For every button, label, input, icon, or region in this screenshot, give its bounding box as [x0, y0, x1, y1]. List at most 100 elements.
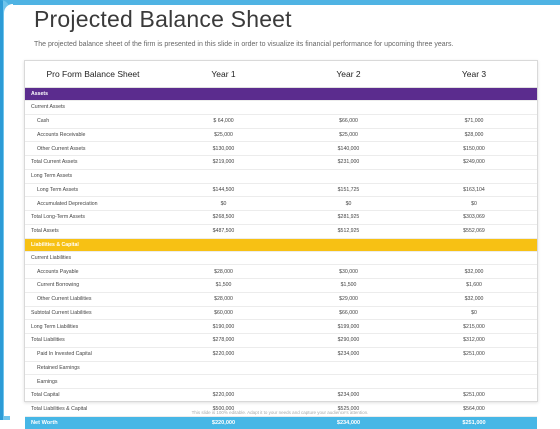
- page-title: Projected Balance Sheet: [34, 6, 292, 32]
- table-row: Retained Earnings: [25, 361, 537, 376]
- row-year-2-value: $290,000: [286, 333, 411, 348]
- row-label: Cash: [25, 114, 161, 129]
- top-accent-bar: [0, 0, 560, 5]
- table-header-row: Pro Form Balance Sheet Year 1 Year 2 Yea…: [25, 61, 537, 88]
- table-row: Paid In Invested Capital $220,000 $234,000…: [25, 347, 537, 362]
- row-label: Retained Earnings: [25, 361, 161, 376]
- row-year-1-value: $28,000: [161, 264, 286, 279]
- header-year-1: Year 1: [161, 61, 286, 88]
- row-label: Total Assets: [25, 224, 161, 239]
- row-year-1-value: $ 64,000: [161, 114, 286, 129]
- row-year-1-value: $60,000: [161, 306, 286, 321]
- table-row: Cash $ 64,000 $66,000 $71,000: [25, 114, 537, 129]
- row-year-2-value: $29,000: [286, 292, 411, 307]
- row-year-3-value: [411, 251, 537, 266]
- row-label: Current Assets: [25, 100, 161, 115]
- row-year-3-value: $564,000: [411, 402, 537, 417]
- row-label: Total Current Assets: [25, 155, 161, 170]
- row-year-2-value: $0: [286, 196, 411, 211]
- row-label: Other Current Liabilities: [25, 292, 161, 307]
- table-row: Total Assets $487,500 $512,925 $552,069: [25, 224, 537, 239]
- row-year-1-value: $1,500: [161, 278, 286, 293]
- liabilities-section-label: Liabilities & Capital: [25, 238, 537, 252]
- balance-sheet-table: Pro Form Balance Sheet Year 1 Year 2 Yea…: [25, 61, 537, 429]
- table-row: Current Assets: [25, 100, 537, 115]
- liabilities-section-band: Liabilities & Capital: [25, 238, 537, 252]
- row-year-1-value: [161, 374, 286, 389]
- row-year-1-value: $0: [161, 196, 286, 211]
- net-worth-label: Net Worth: [25, 416, 161, 429]
- row-year-3-value: $249,000: [411, 155, 537, 170]
- header-pro-form: Pro Form Balance Sheet: [25, 61, 161, 88]
- table-row: Accounts Payable $28,000 $30,000 $32,000: [25, 264, 537, 279]
- row-label: Total Liabilities & Capital: [25, 402, 161, 417]
- row-year-3-value: [411, 374, 537, 389]
- row-year-1-value: $28,000: [161, 292, 286, 307]
- row-year-3-value: $312,000: [411, 333, 537, 348]
- row-year-3-value: $552,069: [411, 224, 537, 239]
- page-subtitle: The projected balance sheet of the firm …: [34, 41, 454, 48]
- net-worth-year-3: $251,000: [411, 416, 537, 429]
- row-year-2-value: $234,000: [286, 388, 411, 403]
- row-label: Long Term Assets: [25, 169, 161, 184]
- row-year-2-value: $199,000: [286, 319, 411, 334]
- row-year-1-value: $220,000: [161, 388, 286, 403]
- row-year-2-value: $512,925: [286, 224, 411, 239]
- row-year-3-value: $251,000: [411, 388, 537, 403]
- row-year-2-value: $234,000: [286, 347, 411, 362]
- row-year-2-value: $281,925: [286, 210, 411, 225]
- row-year-2-value: $151,725: [286, 183, 411, 198]
- table-row: Long Term Assets: [25, 169, 537, 184]
- row-label: Accumulated Depreciation: [25, 196, 161, 211]
- footer-note: This slide is 100% editable. Adapt it to…: [191, 410, 369, 415]
- row-year-3-value: $215,000: [411, 319, 537, 334]
- row-year-2-value: [286, 251, 411, 266]
- row-year-3-value: $32,000: [411, 264, 537, 279]
- row-year-1-value: $487,500: [161, 224, 286, 239]
- row-label: Total Long-Term Assets: [25, 210, 161, 225]
- row-year-3-value: $28,000: [411, 128, 537, 143]
- table-row: Current Borrowing $1,500 $1,500 $1,600: [25, 278, 537, 293]
- row-label: Accounts Receivable: [25, 128, 161, 143]
- row-year-3-value: [411, 169, 537, 184]
- row-label: Total Capital: [25, 388, 161, 403]
- row-year-3-value: $0: [411, 196, 537, 211]
- row-year-3-value: $0: [411, 306, 537, 321]
- row-label: Accounts Payable: [25, 264, 161, 279]
- row-year-2-value: $30,000: [286, 264, 411, 279]
- row-year-2-value: [286, 100, 411, 115]
- net-worth-year-2: $234,000: [286, 416, 411, 429]
- row-year-1-value: $144,500: [161, 183, 286, 198]
- table-row: Total Capital $220,000 $234,000 $251,000: [25, 388, 537, 403]
- table-row: Total Current Assets $219,000 $231,000 $249…: [25, 155, 537, 170]
- assets-section-band: Assets: [25, 87, 537, 101]
- row-year-1-value: [161, 361, 286, 376]
- row-label: Other Current Assets: [25, 141, 161, 156]
- row-year-1-value: [161, 100, 286, 115]
- row-year-3-value: $303,069: [411, 210, 537, 225]
- row-label: Earnings: [25, 374, 161, 389]
- row-year-2-value: $66,000: [286, 306, 411, 321]
- assets-section-label: Assets: [25, 87, 537, 101]
- left-accent-bracket: [0, 0, 13, 420]
- row-year-2-value: $525,000: [286, 402, 411, 417]
- row-year-3-value: $71,000: [411, 114, 537, 129]
- row-year-2-value: $140,000: [286, 141, 411, 156]
- row-year-1-value: $219,000: [161, 155, 286, 170]
- row-year-3-value: [411, 100, 537, 115]
- table-row: Accumulated Depreciation $0 $0 $0: [25, 196, 537, 211]
- row-label: Long Term Assets: [25, 183, 161, 198]
- row-year-1-value: $220,000: [161, 347, 286, 362]
- row-label: Long Term Liabilities: [25, 319, 161, 334]
- row-year-3-value: $251,000: [411, 347, 537, 362]
- table-row: Accounts Receivable $25,000 $25,000 $28,000: [25, 128, 537, 143]
- row-year-3-value: $1,600: [411, 278, 537, 293]
- row-year-3-value: $150,000: [411, 141, 537, 156]
- table-row: Current Liabilities: [25, 251, 537, 266]
- row-year-1-value: $190,000: [161, 319, 286, 334]
- row-year-1-value: $25,000: [161, 128, 286, 143]
- net-worth-row: Net Worth $220,000 $234,000 $251,000: [25, 416, 537, 429]
- row-year-2-value: $231,000: [286, 155, 411, 170]
- row-label: Current Borrowing: [25, 278, 161, 293]
- header-year-2: Year 2: [286, 61, 411, 88]
